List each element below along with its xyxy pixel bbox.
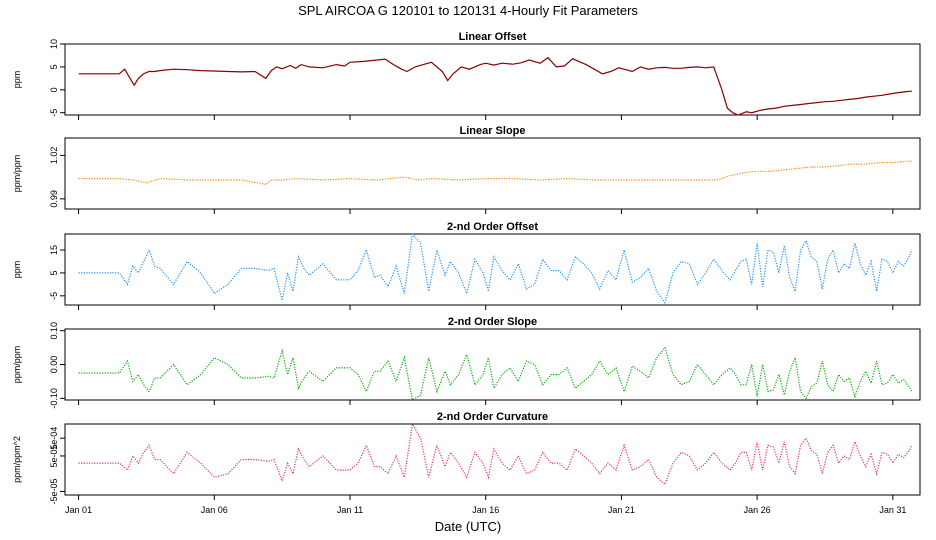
y-tick-label: 0 — [49, 87, 59, 92]
y-tick-label: 1e-04 — [49, 427, 59, 450]
y-tick-label: -5 — [49, 109, 59, 117]
panel-linear-offset: Linear Offset -5 0 5 10 ppm — [12, 31, 921, 120]
y-tick-label: 0.99 — [49, 190, 59, 208]
y-tick-label: 5 — [49, 64, 59, 69]
panel-title: Linear Slope — [459, 125, 525, 137]
y-tick-label: -5e-05 — [49, 478, 59, 504]
y-axis-label: ppm/ppm^2 — [12, 436, 22, 483]
y-tick-label: 1.02 — [49, 147, 59, 165]
panel-frame — [64, 328, 921, 401]
panel-title: 2-nd Order Offset — [447, 221, 538, 233]
panel-title: 2-nd Order Curvature — [437, 411, 548, 423]
panel-second-order-offset: 2-nd Order Offset -5 5 15 ppm — [12, 221, 921, 310]
x-tick-label: Jan 06 — [201, 505, 228, 515]
y-tick-label: 10 — [49, 39, 59, 49]
panel-frame — [64, 43, 921, 116]
panel-frame — [64, 233, 921, 306]
panel-second-order-slope: 2-nd Order Slope -0.10 0.00 0.10 ppm/ppm — [12, 316, 921, 409]
panel-title: 2-nd Order Slope — [448, 316, 537, 328]
y-tick-label: 0.10 — [49, 322, 59, 340]
x-tick-label: Jan 16 — [472, 505, 499, 515]
y-axis-label: ppm — [12, 71, 22, 89]
panels: Linear Offset -5 0 5 10 ppm Linear Slope 0.99 1.… — [12, 31, 921, 515]
x-tick-label: Jan 21 — [608, 505, 635, 515]
x-tick-label: Jan 26 — [744, 505, 771, 515]
panel-frame — [64, 137, 921, 210]
y-axis-label: ppm — [12, 261, 22, 279]
y-tick-label: -0.10 — [49, 388, 59, 409]
series-line — [78, 346, 913, 401]
y-tick-label: 0.00 — [49, 356, 59, 374]
y-tick-label: 5e-05 — [49, 444, 59, 467]
panel-frame — [64, 423, 921, 496]
y-tick-label: -5 — [49, 292, 59, 300]
x-tick-label: Jan 11 — [337, 505, 363, 515]
panel-linear-slope: Linear Slope 0.99 1.02 ppm/ppm — [12, 125, 921, 214]
series-line — [78, 56, 912, 116]
series-line — [78, 160, 912, 186]
panel-title: Linear Offset — [459, 31, 527, 43]
series-line — [78, 232, 913, 305]
y-tick-label: 15 — [49, 245, 59, 255]
y-axis-label: ppm/ppm — [12, 155, 22, 193]
series-line — [78, 422, 913, 486]
x-tick-label: Jan 01 — [65, 505, 92, 515]
x-axis-label: Date (UTC) — [435, 519, 501, 534]
x-tick-label: Jan 31 — [879, 505, 906, 515]
y-axis-label: ppm/ppm — [12, 346, 22, 384]
figure-title: SPL AIRCOA G 120101 to 120131 4-Hourly F… — [298, 3, 638, 18]
y-tick-label: 5 — [49, 270, 59, 275]
